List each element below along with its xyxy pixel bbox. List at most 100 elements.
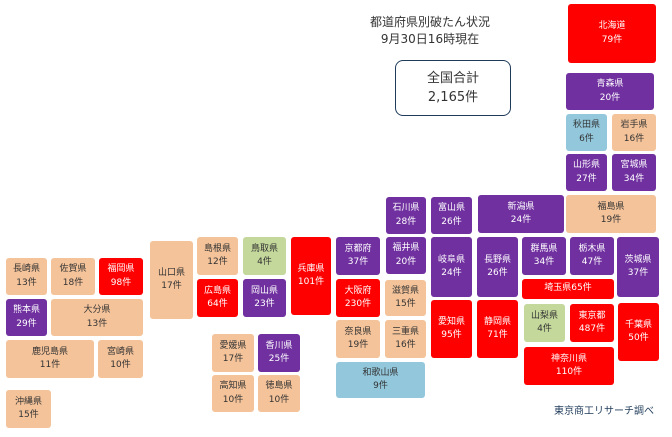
pref-count: 15件: [395, 299, 416, 309]
pref-kagawa: 香川県 25件: [258, 334, 300, 372]
pref-name: 青森県: [596, 79, 624, 90]
pref-okinawa: 沖縄県 15件: [6, 390, 51, 428]
map-title-line1: 都道府県別破たん状況: [369, 15, 490, 29]
pref-kanagawa: 神奈川県 110件: [524, 347, 614, 385]
pref-count: 24件: [510, 215, 532, 225]
pref-count: 4件: [537, 324, 552, 334]
national-total-label: 全国合計: [426, 71, 479, 86]
pref-name: 沖縄県: [14, 396, 42, 407]
pref-count: 71件: [487, 330, 508, 340]
pref-count: 26件: [441, 216, 462, 227]
pref-count: 37件: [347, 257, 369, 267]
pref-name: 香川県: [265, 340, 293, 351]
pref-gifu: 岐阜県 24件: [431, 237, 472, 297]
pref-name: 鳥取県: [250, 243, 278, 254]
pref-osaka: 大阪府 230件: [336, 279, 380, 317]
pref-name: 埼玉県: [544, 283, 572, 294]
pref-saitama: 埼玉県 65件: [522, 279, 614, 299]
pref-count: 230件: [344, 299, 372, 309]
pref-gunma: 群馬県 34件: [522, 237, 566, 275]
pref-name: 群馬県: [530, 243, 558, 254]
pref-kumamoto: 熊本県 29件: [6, 299, 47, 336]
pref-name: 奈良県: [344, 326, 372, 337]
pref-name: 山口県: [157, 267, 185, 278]
pref-name: 岐阜県: [437, 254, 465, 265]
pref-name: 千葉県: [624, 319, 652, 330]
pref-count: 50件: [628, 333, 649, 343]
pref-count: 110件: [555, 367, 583, 377]
pref-iwate: 岩手県 16件: [612, 114, 656, 151]
pref-wakayama: 和歌山県 9件: [336, 362, 425, 398]
pref-count: 98件: [110, 277, 132, 288]
pref-count: 11件: [39, 360, 61, 370]
pref-miyagi: 宮城県 34件: [612, 154, 656, 191]
pref-name: 福島県: [597, 201, 625, 212]
pref-count: 37件: [627, 268, 649, 278]
pref-count: 16件: [395, 340, 416, 350]
pref-name: 岩手県: [620, 120, 648, 131]
pref-count: 17件: [222, 354, 244, 364]
pref-aomori: 青森県 20件: [566, 73, 654, 110]
pref-name: 宮城県: [620, 160, 648, 171]
pref-count: 27件: [576, 173, 597, 184]
pref-name: 長野県: [483, 254, 511, 265]
pref-tokushima: 徳島県 10件: [258, 375, 300, 412]
pref-kagoshima: 鹿児島県 11件: [6, 340, 94, 378]
pref-count: 12件: [207, 257, 228, 267]
pref-miyazaki: 宮崎県 10件: [98, 340, 143, 378]
pref-count: 18件: [62, 277, 84, 288]
pref-count: 28件: [395, 216, 417, 227]
pref-count: 20件: [599, 92, 621, 103]
source-credit: 東京商工リサーチ調べ: [554, 406, 654, 417]
pref-name: 島根県: [203, 243, 231, 254]
pref-count: 6件: [579, 133, 594, 144]
pref-name: 茨城県: [624, 254, 652, 265]
pref-nagano: 長野県 26件: [477, 237, 518, 297]
pref-name: 新潟県: [507, 201, 535, 212]
pref-tokyo: 東京都 487件: [570, 304, 614, 342]
pref-okayama: 岡山県 23件: [243, 279, 286, 317]
pref-count: 64件: [207, 299, 228, 309]
pref-yamagata: 山形県 27件: [566, 154, 607, 191]
pref-count: 13件: [16, 277, 37, 288]
pref-name: 山形県: [572, 160, 600, 171]
pref-saga: 佐賀県 18件: [51, 258, 95, 295]
pref-count: 19件: [347, 340, 369, 350]
pref-akita: 秋田県 6件: [566, 114, 607, 151]
pref-nara: 奈良県 19件: [336, 320, 380, 358]
pref-ishikawa: 石川県 28件: [386, 197, 426, 234]
pref-tottori: 鳥取県 4件: [243, 237, 286, 275]
pref-name: 東京都: [578, 310, 606, 321]
pref-count: 487件: [578, 324, 606, 334]
pref-name: 秋田県: [572, 120, 600, 131]
pref-name: 兵庫県: [297, 263, 325, 274]
pref-count: 23件: [254, 299, 275, 309]
pref-nagasaki: 長崎県 13件: [6, 258, 47, 295]
national-total-box: 全国合計 2,165件: [395, 60, 511, 116]
pref-count: 17件: [161, 281, 182, 291]
pref-oita: 大分県 13件: [51, 299, 143, 336]
pref-name: 大分県: [83, 305, 111, 316]
pref-name: 神奈川県: [550, 353, 587, 364]
pref-name: 和歌山県: [362, 367, 399, 378]
pref-name: 鹿児島県: [31, 346, 68, 357]
pref-count: 79件: [601, 34, 623, 45]
pref-name: 徳島県: [265, 381, 293, 392]
pref-ehime: 愛媛県 17件: [212, 334, 254, 372]
pref-count: 34件: [623, 173, 645, 184]
pref-kyoto: 京都府 37件: [336, 237, 380, 275]
national-total-value: 2,165件: [427, 90, 479, 105]
pref-name: 石川県: [392, 203, 420, 214]
pref-kochi: 高知県 10件: [212, 375, 254, 412]
pref-count: 10件: [268, 394, 290, 405]
pref-count: 10件: [110, 360, 131, 370]
pref-count: 95件: [441, 330, 462, 340]
pref-toyama: 富山県 26件: [431, 197, 472, 234]
pref-shiga: 滋賀県 15件: [385, 280, 426, 316]
map-title-line2: 9月30日16時現在: [380, 32, 480, 46]
pref-count: 20件: [395, 256, 417, 267]
pref-name: 高知県: [219, 381, 247, 392]
pref-mie: 三重県 16件: [385, 320, 426, 358]
pref-name: 宮崎県: [106, 346, 134, 357]
pref-name: 栃木県: [578, 243, 606, 254]
